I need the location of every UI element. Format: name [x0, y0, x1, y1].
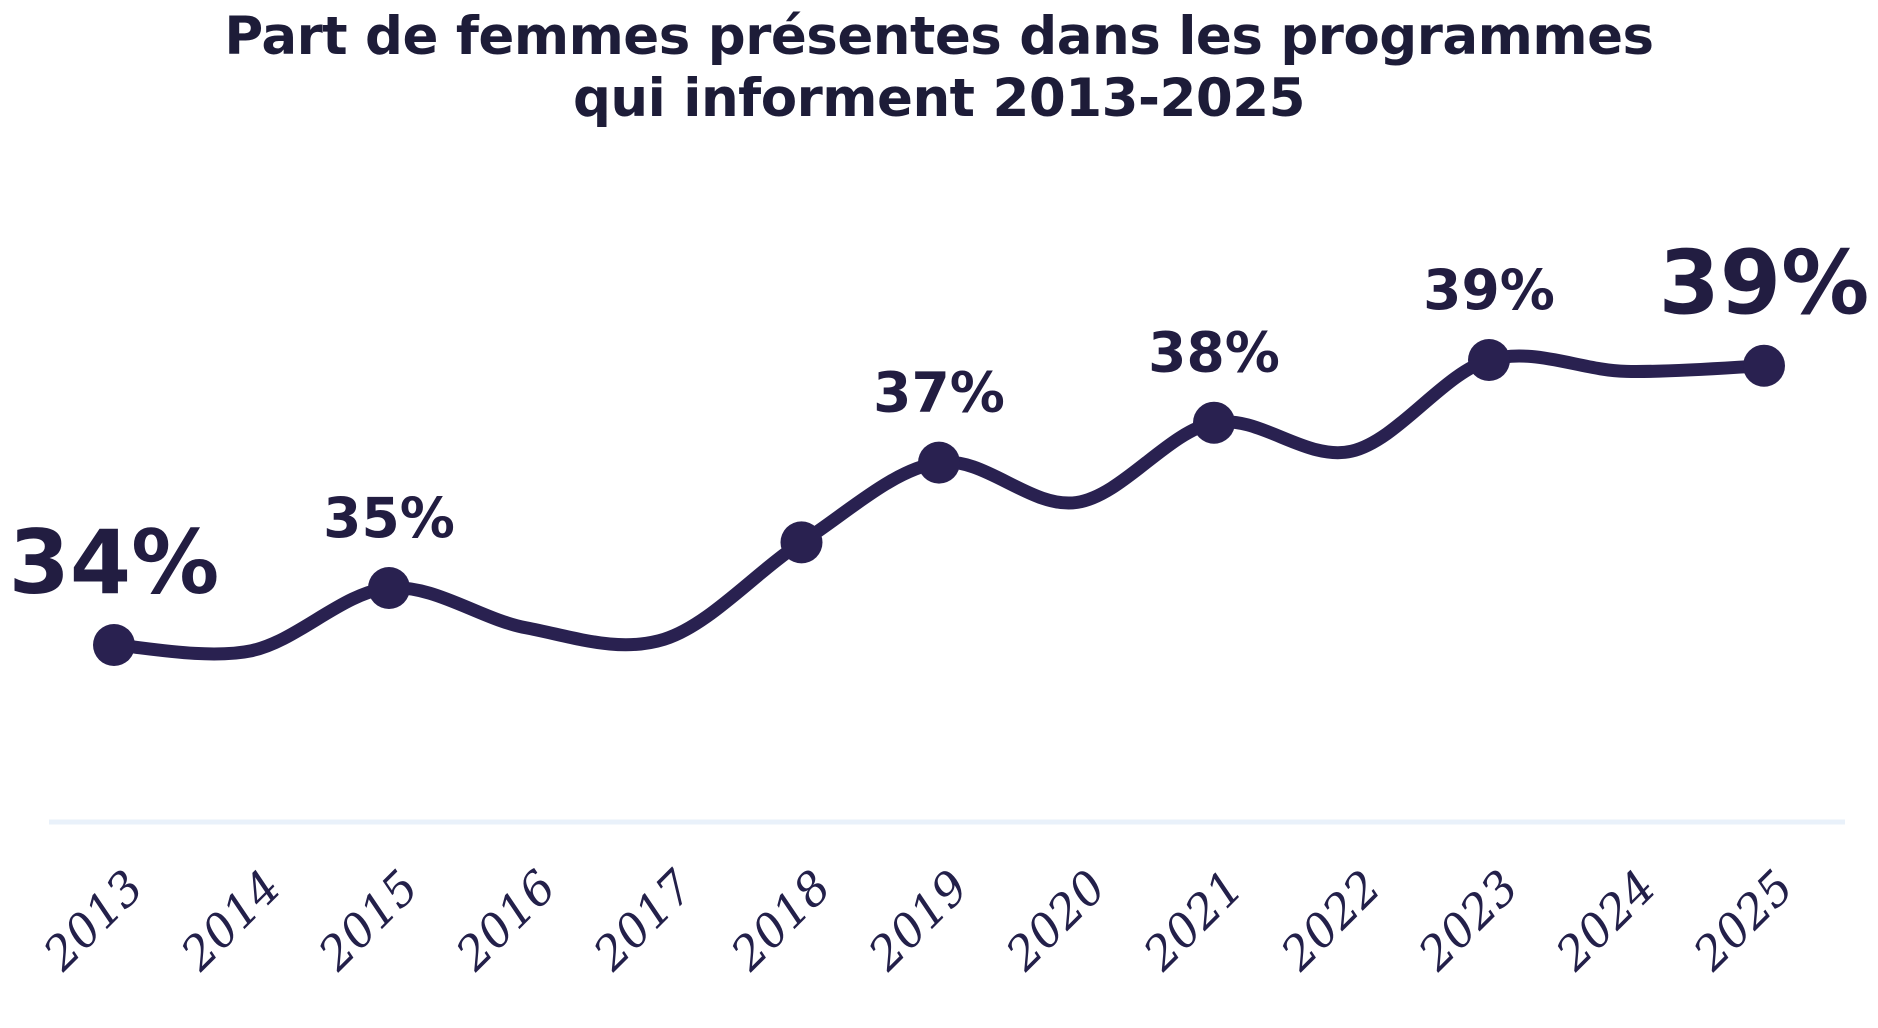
x-tick-label-2016: 2016: [445, 860, 567, 982]
x-tick-label-2019: 2019: [857, 860, 979, 982]
x-tick-label-2017: 2017: [582, 859, 704, 981]
chart-title-line2: qui informent 2013-2025: [572, 68, 1306, 129]
x-tick-label-2013: 2013: [32, 860, 154, 982]
value-label-2025: 39%: [1659, 232, 1870, 335]
value-label-2019: 37%: [873, 361, 1005, 425]
x-tick-label-2022: 2022: [1270, 860, 1392, 982]
value-label-2015: 35%: [323, 486, 455, 550]
value-label-2021: 38%: [1148, 321, 1280, 385]
x-tick-label-2020: 2020: [995, 860, 1117, 982]
data-point-dot-2013: [93, 624, 135, 666]
data-point-dot-2018: [780, 521, 823, 564]
chart-title: Part de femmes présentes dans les progra…: [0, 6, 1878, 130]
data-point-layer: [93, 339, 1785, 666]
data-point-dot-2023: [1468, 339, 1510, 381]
value-label-2023: 39%: [1423, 258, 1555, 322]
data-point-dot-2019: [918, 441, 960, 484]
data-point-dot-2025: [1743, 344, 1785, 387]
x-tick-label-2018: 2018: [720, 860, 842, 982]
x-tick-label-2015: 2015: [307, 860, 429, 982]
chart-title-line1: Part de femmes présentes dans les progra…: [224, 6, 1654, 67]
data-point-dot-2015: [368, 567, 410, 609]
value-label-layer: 34% 35% 37% 38% 39% 39%: [9, 232, 1870, 614]
x-tick-label-2014: 2014: [170, 860, 292, 982]
value-label-2013: 34%: [9, 511, 220, 614]
x-tick-label-2023: 2023: [1407, 860, 1529, 982]
data-point-dot-2021: [1193, 401, 1235, 444]
x-tick-label-2024: 2024: [1545, 860, 1667, 982]
x-tick-label-2021: 2021: [1132, 860, 1254, 982]
x-tick-label-2025: 2025: [1682, 860, 1804, 982]
x-axis-tick-layer: 2013 2014 2015 2016 2017 2018 2019 2020 2021 2022…: [32, 859, 1804, 981]
